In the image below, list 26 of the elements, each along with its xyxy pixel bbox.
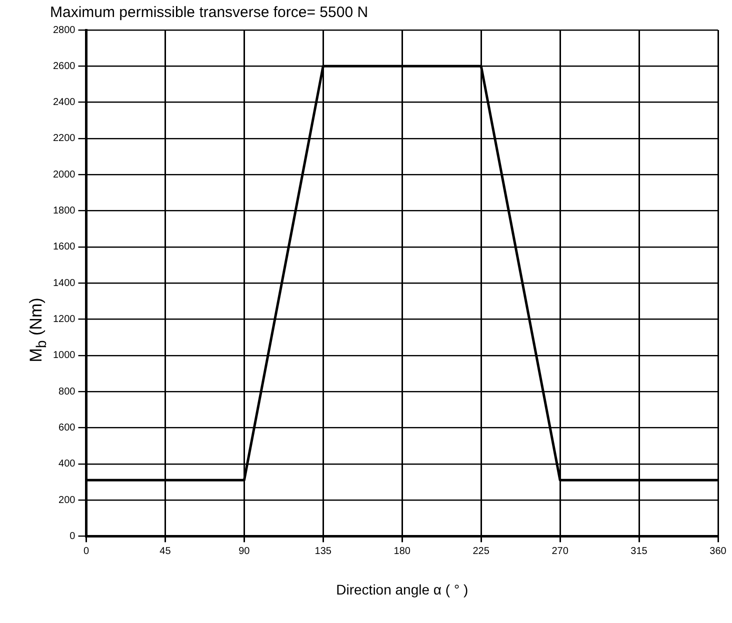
y-tick-label: 2200 [52, 133, 76, 144]
y-tick-label: 2000 [52, 169, 76, 180]
x-tick-label: 0 [83, 546, 90, 557]
y-tick-label: 800 [58, 386, 76, 398]
y-tick-label: 1600 [52, 242, 76, 253]
y-tick-label: 1800 [52, 206, 76, 217]
y-tick-label: 2800 [52, 24, 76, 36]
x-tick-label: 270 [552, 546, 569, 557]
y-tick-label: 2600 [52, 60, 76, 72]
x-tick-label: 135 [314, 546, 332, 557]
y-tick-label: 600 [58, 422, 76, 434]
y-tick-label: 2400 [52, 97, 76, 108]
x-tick-label: 90 [238, 546, 250, 557]
y-tick-label: 400 [58, 458, 76, 470]
y-tick-label: 1000 [52, 350, 76, 362]
x-tick-label: 180 [394, 546, 411, 557]
y-tick-label: 200 [58, 494, 76, 506]
x-tick-label: 45 [160, 546, 172, 557]
x-tick-label: 315 [630, 546, 648, 557]
x-tick-label: 360 [710, 546, 727, 557]
x-tick-label: 225 [472, 546, 490, 557]
y-tick-label: 1400 [52, 278, 76, 289]
y-tick-label: 1200 [52, 314, 76, 326]
chart-title: Maximum permissible transverse force= 5500 N [50, 4, 368, 22]
x-axis-title: Direction angle α ( ° ) [336, 581, 468, 598]
y-tick-label: 0 [70, 530, 76, 542]
